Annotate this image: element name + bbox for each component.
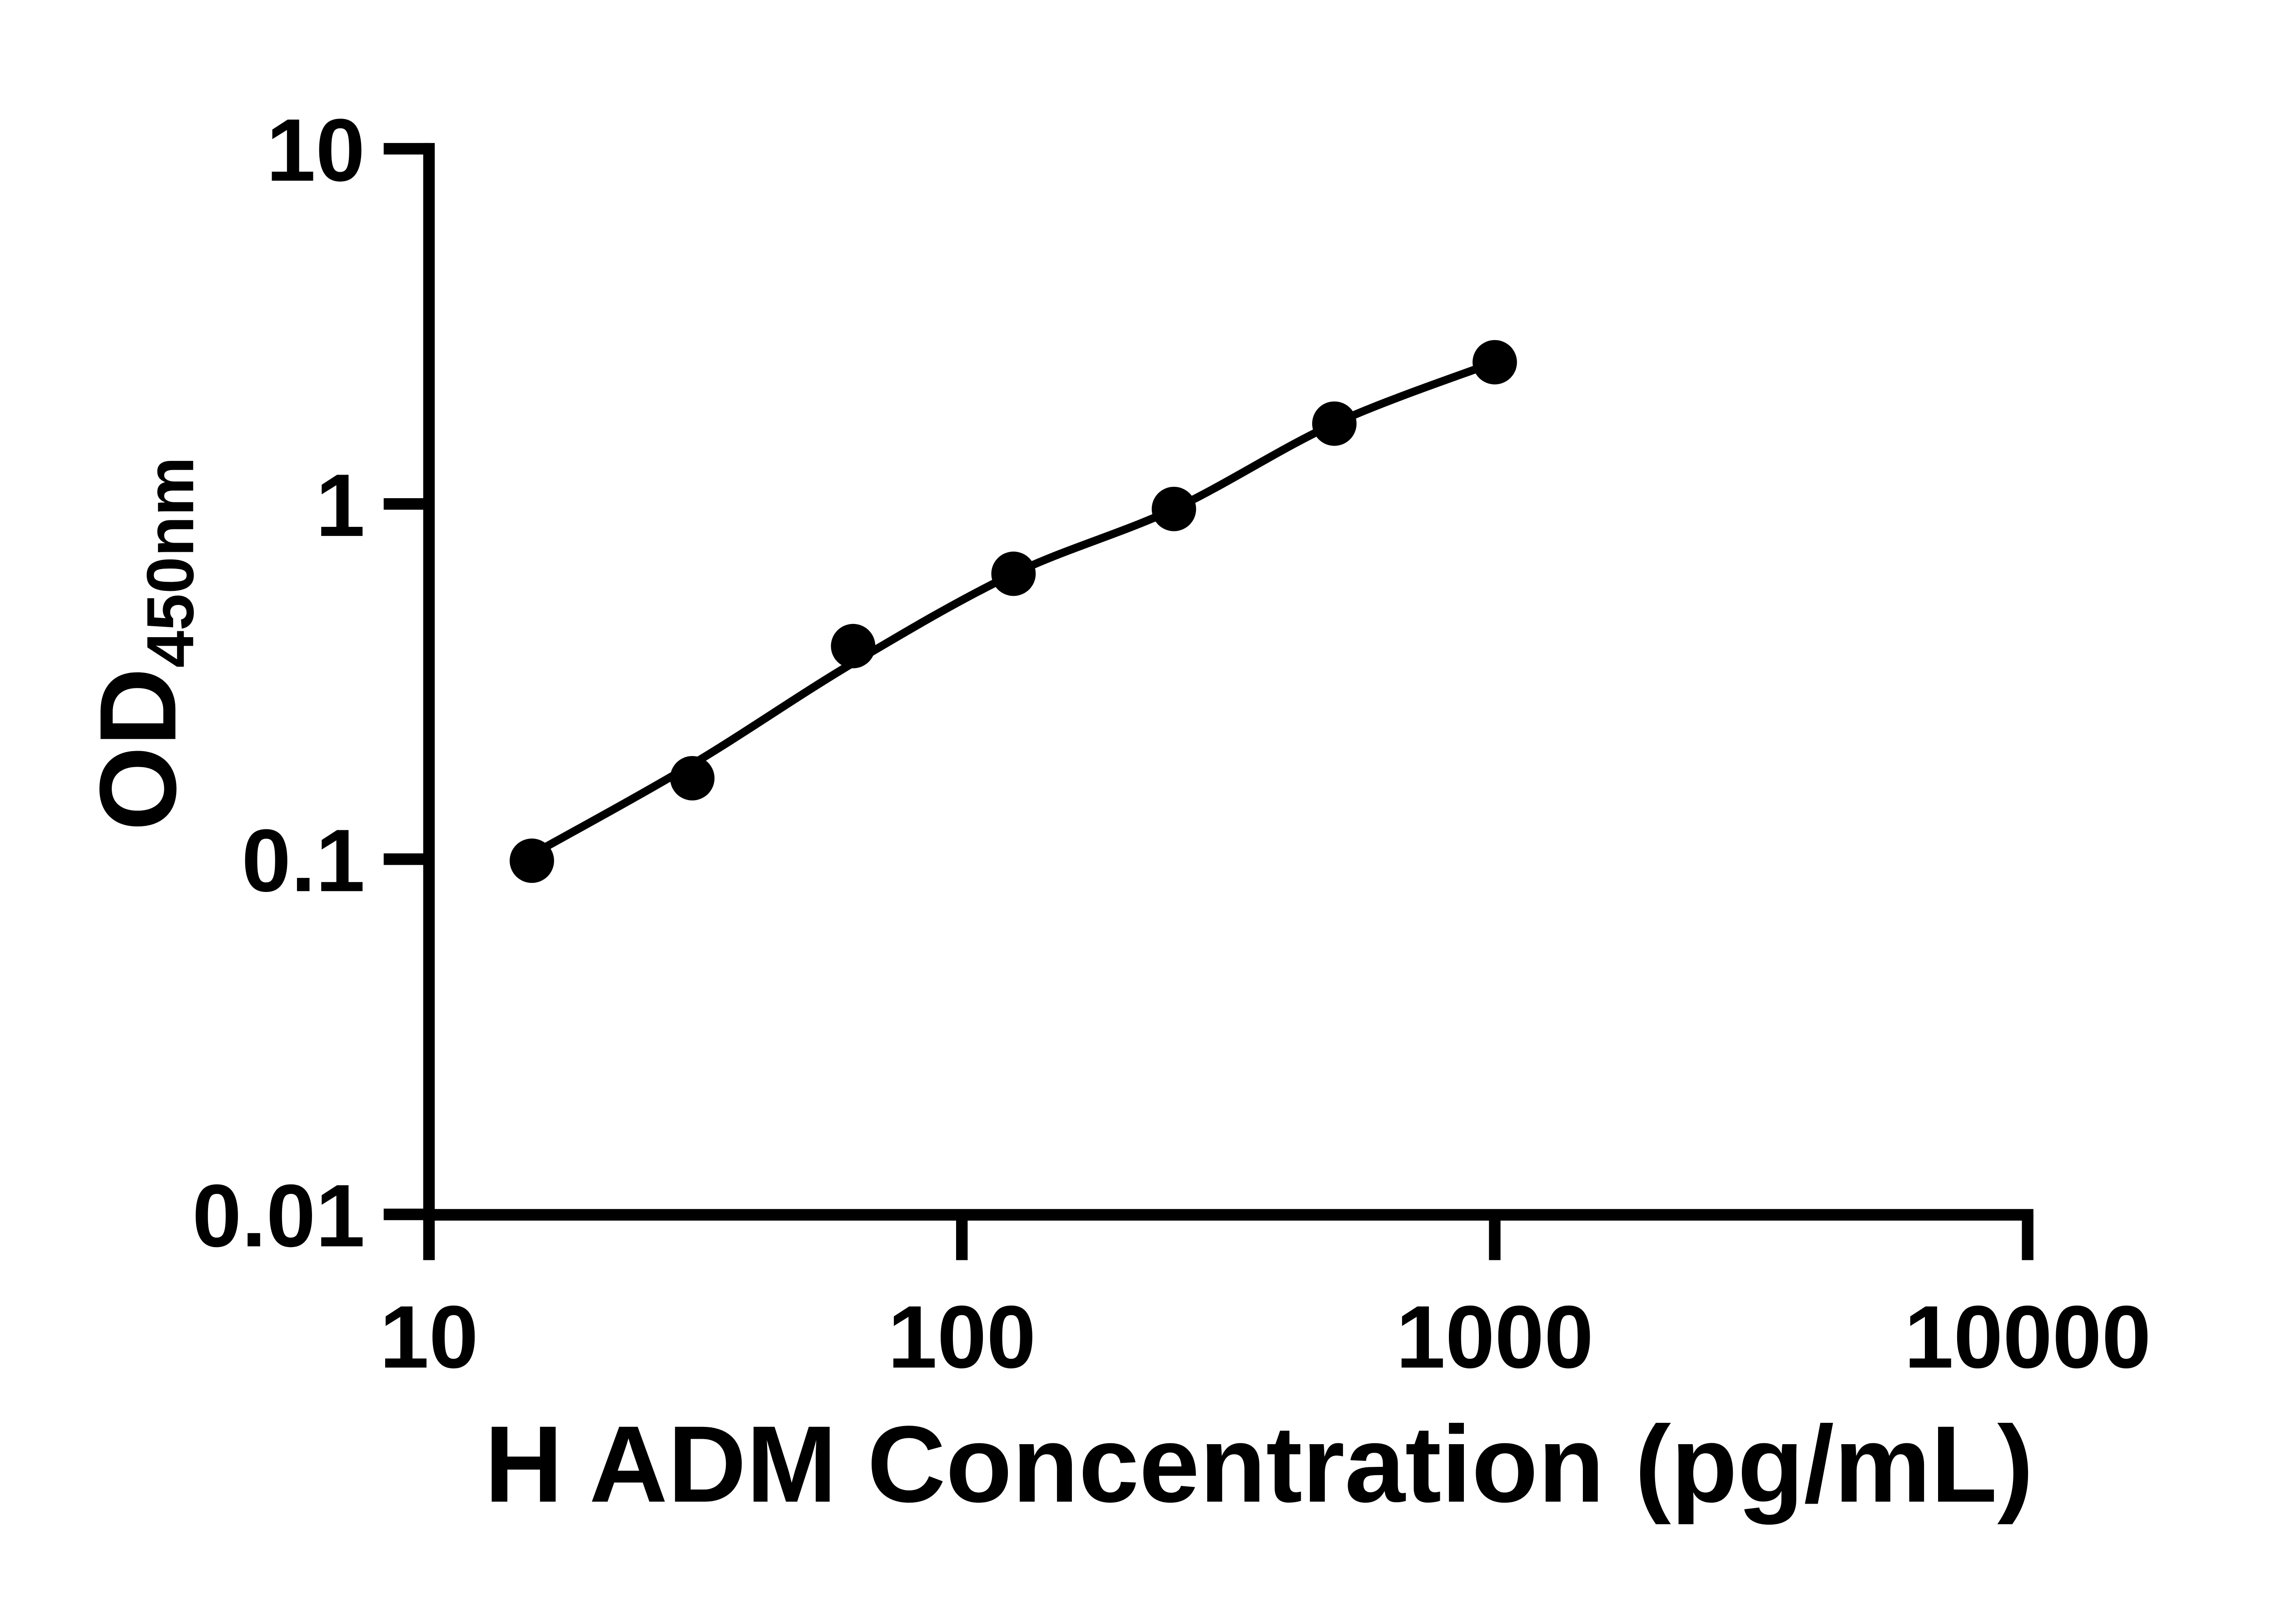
tick-marks (383, 143, 2033, 1260)
x-tick-label: 1000 (1396, 1287, 1593, 1386)
x-tick-label: 10 (380, 1287, 479, 1386)
data-point-marker (1312, 401, 1357, 446)
axes (423, 143, 2033, 1221)
y-axis-title-main: OD (77, 668, 198, 831)
y-tick-label: 0.01 (192, 1166, 365, 1265)
elisa-standard-curve-figure: 10 1 0.1 0.01 10 100 1000 10000 H ADM Concentra… (77, 100, 2152, 1525)
data-points (510, 340, 1517, 883)
data-point-marker (991, 551, 1036, 596)
x-axis-title: H ADM Concentration (pg/mL) (485, 1403, 2034, 1525)
data-point-marker (510, 838, 554, 883)
axis-titles: H ADM Concentration (pg/mL) OD450nm (77, 457, 2033, 1525)
y-axis-title: OD450nm (77, 457, 208, 831)
x-tick-label: 10000 (1904, 1287, 2151, 1386)
y-tick-label: 10 (266, 101, 365, 200)
y-tick-label: 1 (316, 456, 365, 555)
y-tick-label: 0.1 (242, 811, 365, 910)
x-tick-label: 100 (888, 1287, 1036, 1386)
data-point-marker (1473, 340, 1517, 385)
data-point-marker (1151, 486, 1196, 531)
data-point-marker (831, 624, 876, 668)
data-point-marker (670, 756, 715, 801)
y-axis-title-subscript: 450nm (133, 457, 208, 668)
